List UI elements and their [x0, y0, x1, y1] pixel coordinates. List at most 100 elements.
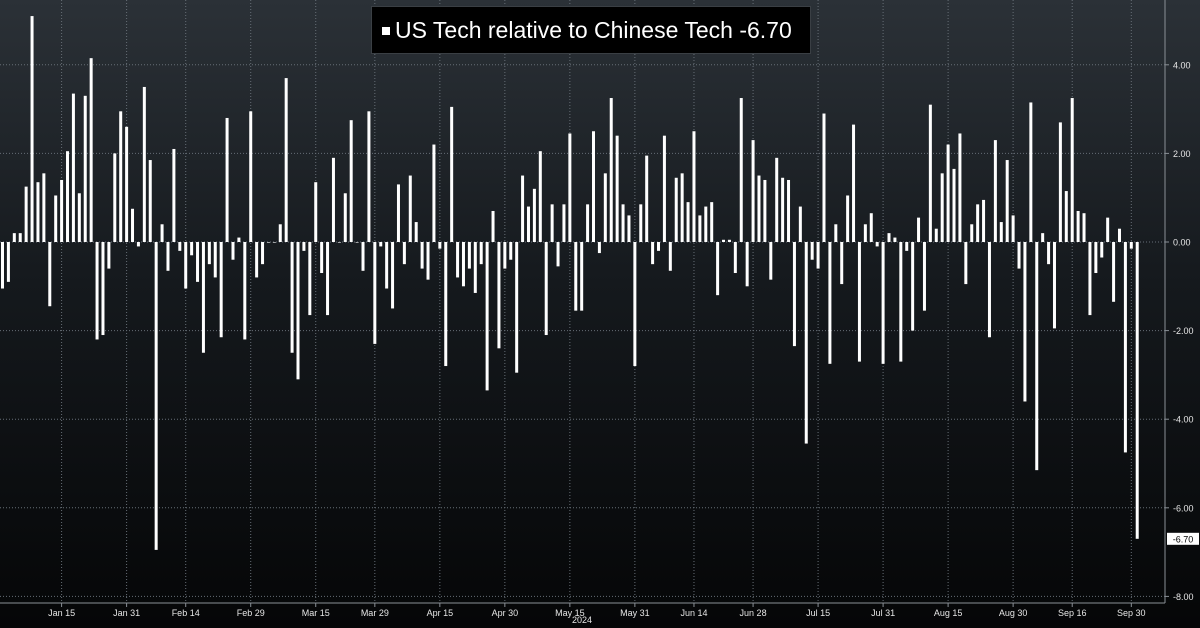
bar	[444, 242, 448, 367]
bar	[48, 242, 52, 307]
bar	[1135, 242, 1139, 539]
bar	[775, 157, 779, 242]
x-tick-label: Jul 15	[806, 608, 830, 618]
x-tick-label: Apr 15	[427, 608, 454, 618]
bar	[722, 239, 726, 242]
x-axis-year-label: 2024	[572, 615, 592, 625]
y-axis-ticks: 4.00 2.00 0.00 -2.00 -4.00 -6.00 -8.00	[1165, 60, 1194, 602]
x-tick-label: May 31	[620, 608, 650, 618]
x-tick-label: Sep 16	[1058, 608, 1087, 618]
y-tick-label: -8.00	[1173, 592, 1194, 602]
bar	[272, 242, 276, 243]
bar	[1052, 242, 1056, 329]
bar	[698, 215, 702, 242]
bar	[521, 175, 525, 242]
bar	[131, 208, 135, 242]
bar	[30, 16, 34, 242]
bar	[952, 168, 956, 242]
bar	[219, 242, 223, 338]
bar	[1017, 242, 1021, 269]
bar	[586, 204, 590, 242]
bar	[934, 228, 938, 242]
bar	[615, 135, 619, 242]
bar	[320, 242, 324, 274]
bar	[627, 215, 631, 242]
x-tick-label: Jan 31	[113, 608, 140, 618]
bar	[101, 242, 105, 336]
bar	[213, 242, 217, 278]
bar	[249, 111, 253, 242]
x-tick-label: Jul 31	[871, 608, 895, 618]
bar	[822, 113, 826, 242]
bar	[857, 242, 861, 362]
bar	[1011, 215, 1015, 242]
bar	[456, 242, 460, 278]
bar	[343, 193, 347, 242]
x-tick-label: Aug 30	[999, 608, 1028, 618]
bar	[107, 242, 111, 269]
bar	[385, 242, 389, 289]
bar	[113, 153, 117, 242]
bar	[326, 242, 330, 316]
bar	[899, 242, 903, 362]
x-tick-label: Aug 15	[934, 608, 963, 618]
bar	[337, 242, 341, 243]
bar	[674, 177, 678, 242]
bar	[1082, 213, 1086, 242]
bar	[710, 202, 714, 242]
bar	[704, 206, 708, 242]
last-value-box	[1167, 532, 1199, 545]
bar	[621, 204, 625, 242]
legend-series-name: US Tech relative to Chinese Tech	[395, 16, 733, 43]
bar	[668, 242, 672, 271]
bar	[881, 242, 885, 364]
bar	[1058, 122, 1062, 242]
bar	[438, 242, 442, 249]
bar	[917, 217, 921, 242]
bar	[467, 242, 471, 269]
bar	[243, 242, 247, 340]
bar	[136, 242, 140, 247]
last-value-marker: -6.70	[1167, 532, 1199, 545]
bar	[391, 242, 395, 309]
bar	[503, 242, 507, 269]
bar	[225, 117, 229, 242]
bar	[970, 224, 974, 242]
bar	[1117, 228, 1121, 242]
bar	[574, 242, 578, 311]
bar	[532, 188, 536, 242]
bar	[89, 58, 93, 242]
x-tick-label: May 15	[555, 608, 585, 618]
bar	[982, 199, 986, 242]
bar	[987, 242, 991, 338]
bar	[479, 242, 483, 265]
y-tick-label: -2.00	[1173, 326, 1194, 336]
bar	[184, 242, 188, 289]
bar	[733, 242, 737, 274]
bar	[680, 173, 684, 242]
bar	[83, 95, 87, 242]
bar	[840, 242, 844, 285]
x-tick-label: Mar 29	[361, 608, 389, 618]
bar	[367, 111, 371, 242]
x-tick-label: Mar 15	[302, 608, 330, 618]
bar	[491, 210, 495, 242]
bar	[763, 179, 767, 242]
bar	[846, 195, 850, 242]
bar	[686, 202, 690, 242]
bar	[556, 242, 560, 267]
bar	[875, 242, 879, 247]
bar	[526, 206, 530, 242]
bar	[1023, 242, 1027, 402]
bar	[1041, 233, 1045, 242]
bar	[792, 242, 796, 347]
bar	[308, 242, 312, 316]
x-tick-label: Jan 15	[48, 608, 75, 618]
bar	[331, 157, 335, 242]
bar	[863, 224, 867, 242]
bar	[237, 237, 241, 242]
bar	[24, 186, 28, 242]
bar	[148, 160, 152, 242]
bar	[1112, 242, 1116, 302]
